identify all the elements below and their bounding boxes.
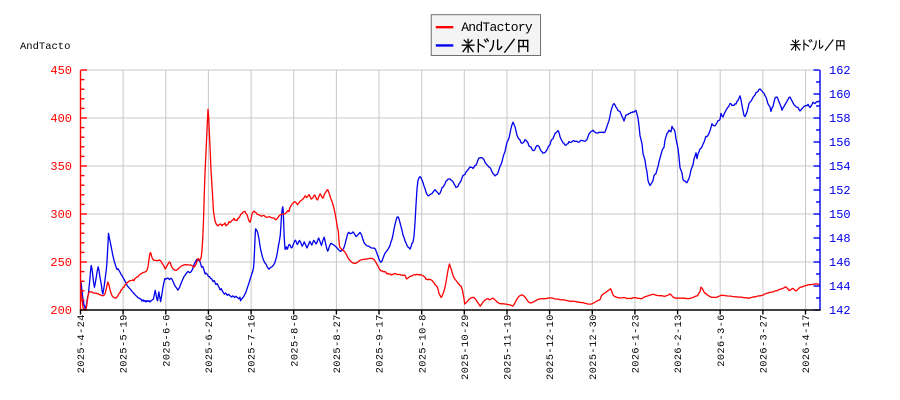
svg-text:158: 158 [829,112,851,126]
svg-text:144: 144 [829,280,851,294]
svg-text:400: 400 [50,112,72,126]
svg-text:2025-8-6: 2025-8-6 [290,314,301,367]
svg-text:2025-6-26: 2025-6-26 [205,314,216,373]
svg-text:AndTacto: AndTacto [20,41,70,53]
svg-text:154: 154 [829,160,851,174]
svg-text:162: 162 [829,64,851,78]
svg-text:2026-1-23: 2026-1-23 [632,314,643,373]
svg-text:2025-4-24: 2025-4-24 [77,314,88,373]
svg-text:2026-3-27: 2026-3-27 [760,314,771,373]
svg-text:2025-8-27: 2025-8-27 [333,314,344,373]
svg-text:2025-10-8: 2025-10-8 [418,314,429,373]
svg-text:300: 300 [50,208,72,222]
svg-text:2025-12-10: 2025-12-10 [546,314,557,380]
svg-text:2026-4-17: 2026-4-17 [802,314,813,373]
svg-text:2025-9-17: 2025-9-17 [376,314,387,373]
svg-text:146: 146 [829,256,851,270]
svg-text:148: 148 [829,232,851,246]
svg-text:152: 152 [829,184,851,198]
svg-text:250: 250 [50,256,72,270]
svg-text:2026-2-13: 2026-2-13 [674,314,685,373]
svg-text:160: 160 [829,88,851,102]
svg-text:2026-3-6: 2026-3-6 [717,314,728,367]
svg-text:150: 150 [829,208,851,222]
svg-text:2025-12-30: 2025-12-30 [589,314,600,380]
svg-text:AndTactory: AndTactory [461,20,533,35]
svg-text:450: 450 [50,64,72,78]
svg-text:2025-11-19: 2025-11-19 [504,314,515,380]
svg-text:2025-7-16: 2025-7-16 [248,314,259,373]
svg-text:350: 350 [50,160,72,174]
svg-text:2025-5-19: 2025-5-19 [120,314,131,373]
svg-text:156: 156 [829,136,851,150]
svg-text:2025-6-6: 2025-6-6 [162,314,173,367]
svg-text:142: 142 [829,304,851,318]
svg-text:2025-10-29: 2025-10-29 [461,314,472,380]
svg-text:200: 200 [50,304,72,318]
